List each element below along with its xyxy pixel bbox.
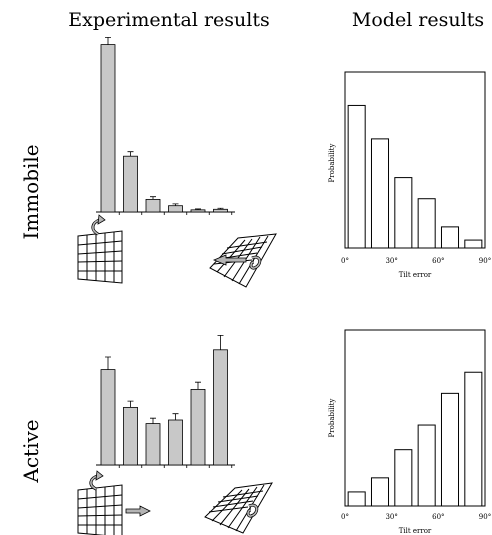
model-immobile-tick-label: 0° xyxy=(341,257,349,265)
experimental-active-error-bar xyxy=(172,413,179,420)
experimental-active-bar xyxy=(213,349,228,466)
experimental-immobile-bar xyxy=(123,155,138,213)
model-active-tick-label: 60° xyxy=(432,513,444,521)
experimental-active-bar xyxy=(190,388,206,466)
model-active-bar xyxy=(417,424,436,507)
model-immobile-xlabel: Tilt error xyxy=(399,271,432,279)
grid-translating-icon xyxy=(77,470,151,535)
model-immobile-tick-label: 60° xyxy=(432,257,444,265)
model-immobile-bar xyxy=(347,104,366,249)
model-active-tick-label: 0° xyxy=(341,513,349,521)
tilted-grid-rotating-icon xyxy=(204,482,273,534)
model-active-bar xyxy=(394,449,413,507)
row-label-active: Active xyxy=(19,419,43,483)
experimental-immobile-bar xyxy=(190,209,206,213)
model-active-frame xyxy=(344,329,486,507)
experimental-immobile-bar xyxy=(145,198,161,213)
model-active-bar xyxy=(370,477,390,507)
model-chart-active: 0° 30° 60° 90° Tilt error Probability xyxy=(328,329,491,535)
experimental-immobile-error-bar xyxy=(150,196,156,200)
row-label-immobile: Immobile xyxy=(19,144,43,239)
grid-rotating-icon xyxy=(77,214,123,284)
model-immobile-bar xyxy=(440,226,460,249)
experimental-immobile-bar xyxy=(168,205,183,213)
experimental-immobile-bar xyxy=(100,44,116,213)
model-active-bar xyxy=(440,392,460,507)
experimental-chart-active xyxy=(96,335,235,468)
model-immobile-bar xyxy=(370,138,390,249)
model-immobile-bar xyxy=(464,239,483,249)
model-immobile-bar xyxy=(417,198,436,249)
experimental-immobile-error-bar xyxy=(105,37,111,45)
experimental-immobile-error-bar xyxy=(195,208,201,210)
experimental-active-error-bar xyxy=(150,417,156,424)
experimental-active-bar xyxy=(168,419,183,466)
model-active-bar xyxy=(347,491,366,507)
experimental-active-bar xyxy=(145,423,161,466)
experimental-immobile-error-bar xyxy=(172,203,179,206)
experimental-active-bar xyxy=(123,406,138,466)
experimental-active-error-bar xyxy=(195,381,201,390)
right-column-title: Model results xyxy=(352,9,484,31)
experimental-active-error-bar xyxy=(127,400,134,408)
model-chart-immobile: 0° 30° 60° 90° Tilt error Probability xyxy=(328,71,491,279)
model-immobile-frame xyxy=(344,71,486,249)
model-active-tick-label: 90° xyxy=(479,513,491,521)
model-immobile-bar xyxy=(394,177,413,249)
experimental-immobile-bar xyxy=(213,208,228,213)
experimental-immobile-error-bar xyxy=(127,151,134,157)
model-active-tick-label: 30° xyxy=(385,513,397,521)
experimental-immobile-error-bar xyxy=(217,207,224,210)
model-immobile-tick-label: 30° xyxy=(385,257,397,265)
left-column-title: Experimental results xyxy=(68,9,270,31)
experimental-chart-immobile xyxy=(96,37,235,215)
model-active-bar xyxy=(464,371,483,507)
tilted-grid-rotating-icon xyxy=(209,233,277,288)
model-active-ylabel: Probability xyxy=(328,399,336,438)
model-immobile-tick-label: 90° xyxy=(479,257,491,265)
experimental-active-error-bar xyxy=(217,335,224,350)
model-active-xlabel: Tilt error xyxy=(399,527,432,535)
model-immobile-ylabel: Probability xyxy=(328,144,336,183)
experimental-active-bar xyxy=(100,369,116,466)
experimental-active-error-bar xyxy=(105,356,111,370)
